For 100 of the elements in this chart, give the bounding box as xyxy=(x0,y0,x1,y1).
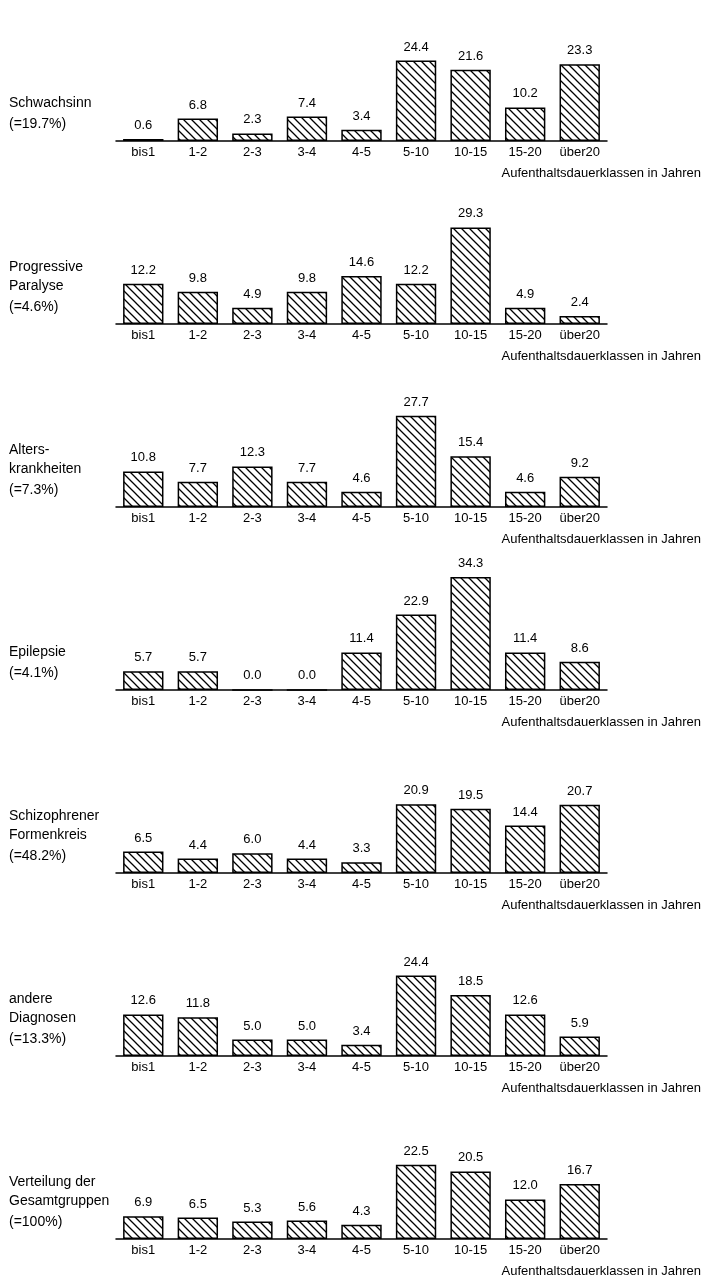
x-tick-label: bis1 xyxy=(131,144,156,159)
data-label: 24.4 xyxy=(403,953,429,969)
x-tick-label: 4-5 xyxy=(352,876,371,891)
x-tick-label: über20 xyxy=(559,510,600,525)
data-label: 0.6 xyxy=(134,117,153,133)
text: Schizophrener Formenkreis xyxy=(9,806,100,842)
x-tick-label: 1-2 xyxy=(188,327,208,342)
x-tick-label: 1-2 xyxy=(188,510,208,525)
x-tick-label: 10-15 xyxy=(453,144,488,159)
x-tick-label: 5-10 xyxy=(403,1059,430,1074)
x-tick-label: 5-10 xyxy=(403,1242,430,1257)
x-tick-label: 3-4 xyxy=(297,1059,317,1074)
x-tick-label: 4-5 xyxy=(352,510,371,525)
x-tick-label: 15-20 xyxy=(508,144,542,159)
x-tick-label: 4-5 xyxy=(352,1242,371,1257)
x-tick-label: 4-5 xyxy=(352,1059,371,1074)
data-label: 12.2 xyxy=(130,261,156,277)
data-label: 7.4 xyxy=(297,94,316,110)
text: (=4.6%) xyxy=(9,297,59,314)
data-label: 20.9 xyxy=(403,782,429,798)
x-tick-label: bis1 xyxy=(131,1059,156,1074)
data-label: 12.6 xyxy=(512,992,538,1008)
data-label: 9.2 xyxy=(570,454,589,470)
x-tick-label: 10-15 xyxy=(453,510,488,525)
data-label: 19.5 xyxy=(457,786,484,802)
data-label: 29.3 xyxy=(457,205,484,221)
text: (=7.3%) xyxy=(9,480,59,497)
x-tick-label: 15-20 xyxy=(508,876,542,891)
data-label: 12.0 xyxy=(512,1177,538,1193)
data-label: 20.5 xyxy=(457,1149,484,1165)
data-label: 4.3 xyxy=(352,1202,371,1218)
x-tick-label: 1-2 xyxy=(188,1242,208,1257)
data-label: 21.6 xyxy=(457,47,484,63)
data-label: 6.8 xyxy=(188,96,207,112)
x-tick-label: 5-10 xyxy=(403,693,430,708)
data-label: 4.6 xyxy=(352,469,371,485)
data-label: 22.5 xyxy=(403,1142,429,1158)
text: andere Diagnosen xyxy=(9,989,76,1025)
text: (=4.1%) xyxy=(9,663,59,680)
data-label: 4.4 xyxy=(188,836,207,852)
x-tick-label: 2-3 xyxy=(242,510,262,525)
x-tick-label: 1-2 xyxy=(188,1059,208,1074)
text: Epilepsie xyxy=(9,642,67,659)
x-tick-label: 15-20 xyxy=(508,1059,542,1074)
data-label: 6.9 xyxy=(134,1194,153,1210)
data-label: 24.4 xyxy=(403,38,429,54)
x-tick-label: über20 xyxy=(559,327,600,342)
data-label: 23.3 xyxy=(567,42,593,58)
x-tick-label: über20 xyxy=(559,1242,600,1257)
text: Verteilung der Gesamtgruppen xyxy=(9,1172,110,1208)
data-label: 4.6 xyxy=(516,469,535,485)
x-tick-label: 2-3 xyxy=(242,693,262,708)
data-label: 9.8 xyxy=(297,269,316,285)
x-tick-label: 15-20 xyxy=(508,327,542,342)
data-label: 12.3 xyxy=(239,444,266,460)
text: Progressive Paralyse xyxy=(9,257,84,293)
text: (=48.2%) xyxy=(9,846,67,863)
x-tick-label: 4-5 xyxy=(352,693,371,708)
data-label: 6.5 xyxy=(134,829,153,845)
x-axis-title: Aufenthaltsdauerklassen in Jahren xyxy=(501,897,702,912)
x-tick-label: über20 xyxy=(559,876,600,891)
data-label: 12.2 xyxy=(403,261,429,277)
x-tick-label: 5-10 xyxy=(403,144,430,159)
data-label: 11.4 xyxy=(512,630,538,646)
data-label: 6.5 xyxy=(188,1195,207,1211)
x-tick-label: 3-4 xyxy=(297,693,317,708)
data-label: 0.0 xyxy=(297,667,316,683)
data-label: 14.4 xyxy=(512,803,538,819)
data-label: 34.3 xyxy=(457,555,484,570)
data-label: 18.5 xyxy=(457,973,484,989)
x-tick-label: bis1 xyxy=(131,693,156,708)
x-tick-label: 1-2 xyxy=(188,693,208,708)
data-label: 3.4 xyxy=(352,107,371,123)
x-tick-label: 15-20 xyxy=(508,1242,542,1257)
data-label: 2.4 xyxy=(570,294,589,310)
x-tick-label: 3-4 xyxy=(297,1242,317,1257)
data-label: 5.6 xyxy=(297,1198,316,1214)
x-tick-label: 3-4 xyxy=(297,327,317,342)
x-axis-title: Aufenthaltsdauerklassen in Jahren xyxy=(501,165,702,180)
x-tick-label: bis1 xyxy=(131,510,156,525)
data-label: 0.0 xyxy=(243,667,262,683)
x-tick-label: 2-3 xyxy=(242,1059,262,1074)
x-tick-label: 3-4 xyxy=(297,876,317,891)
x-tick-label: 2-3 xyxy=(242,327,262,342)
data-label: 10.8 xyxy=(130,449,156,465)
x-tick-label: 5-10 xyxy=(403,327,430,342)
data-label: 4.9 xyxy=(516,285,535,301)
data-label: 27.7 xyxy=(403,393,429,409)
x-tick-label: 10-15 xyxy=(453,327,488,342)
data-label: 5.3 xyxy=(243,1199,262,1215)
x-tick-label: 3-4 xyxy=(297,144,317,159)
data-label: 11.8 xyxy=(185,995,211,1011)
x-axis-title: Aufenthaltsdauerklassen in Jahren xyxy=(501,531,702,546)
x-tick-label: bis1 xyxy=(131,327,156,342)
data-label: 12.6 xyxy=(130,992,156,1008)
data-label: 5.7 xyxy=(134,649,153,665)
x-tick-label: über20 xyxy=(559,144,600,159)
data-label: 3.3 xyxy=(352,840,371,856)
x-tick-label: über20 xyxy=(559,1059,600,1074)
x-tick-label: 15-20 xyxy=(508,693,542,708)
